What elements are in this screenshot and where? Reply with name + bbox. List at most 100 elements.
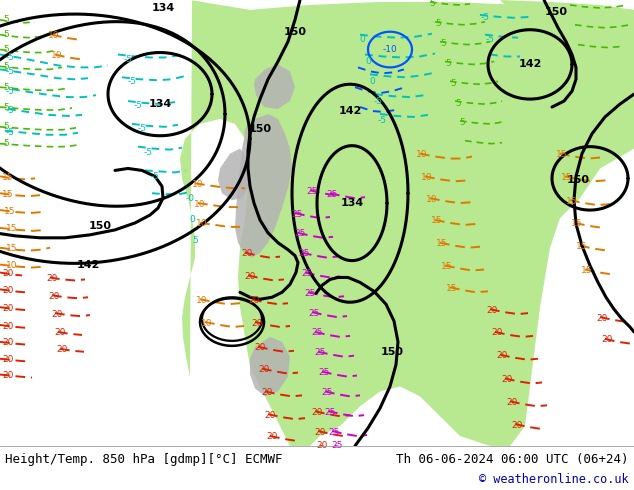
Polygon shape: [235, 114, 292, 258]
Text: 142: 142: [519, 59, 541, 70]
Text: 25: 25: [294, 229, 306, 238]
Polygon shape: [218, 148, 250, 200]
Text: 10: 10: [197, 296, 208, 305]
Text: 10: 10: [48, 31, 60, 40]
Text: 25: 25: [311, 328, 323, 338]
Text: 25: 25: [299, 249, 309, 258]
Text: 15: 15: [6, 224, 18, 233]
Text: 15: 15: [566, 196, 578, 206]
Text: 25: 25: [291, 210, 302, 219]
Text: 15: 15: [436, 239, 448, 248]
Text: 25: 25: [332, 441, 343, 450]
Text: Height/Temp. 850 hPa [gdmp][°C] ECMWF: Height/Temp. 850 hPa [gdmp][°C] ECMWF: [5, 453, 283, 466]
Text: 20: 20: [316, 441, 328, 450]
Text: 15: 15: [561, 173, 573, 182]
Text: 20: 20: [496, 351, 508, 360]
Text: 25: 25: [314, 348, 326, 357]
Text: 10: 10: [417, 150, 428, 159]
Text: 5: 5: [3, 102, 9, 112]
Text: 150: 150: [89, 221, 112, 231]
Text: 20: 20: [601, 335, 612, 344]
Text: 15: 15: [3, 173, 14, 182]
Text: 150: 150: [283, 27, 306, 37]
Text: 10: 10: [51, 51, 63, 60]
Text: 15: 15: [3, 190, 14, 199]
Text: 134: 134: [152, 3, 174, 13]
Text: -5: -5: [481, 13, 489, 23]
Text: -5: -5: [6, 53, 15, 62]
Text: 20: 20: [48, 292, 60, 301]
Text: 5: 5: [445, 59, 451, 68]
Text: 15: 15: [431, 217, 443, 225]
Text: 20: 20: [3, 321, 14, 330]
Text: 20: 20: [266, 433, 278, 441]
Text: 20: 20: [51, 310, 63, 318]
Text: 134: 134: [148, 99, 172, 109]
Text: 5: 5: [435, 19, 441, 28]
Text: 142: 142: [76, 260, 100, 270]
Text: 15: 15: [571, 220, 583, 228]
Text: -5: -5: [127, 77, 136, 86]
Text: -5: -5: [124, 55, 133, 64]
Text: 0: 0: [189, 216, 195, 224]
Text: -5: -5: [373, 97, 382, 105]
Text: 20: 20: [55, 328, 66, 338]
Text: 20: 20: [3, 355, 14, 364]
Text: 0: 0: [359, 35, 365, 44]
Text: 20: 20: [501, 375, 513, 384]
Text: 10: 10: [421, 173, 433, 182]
Text: 20: 20: [3, 339, 14, 347]
Text: 5: 5: [459, 119, 465, 127]
Text: 15: 15: [6, 244, 18, 253]
Text: 5: 5: [3, 122, 9, 131]
Text: 0: 0: [365, 57, 371, 66]
Text: 25: 25: [327, 190, 338, 199]
Text: 25: 25: [304, 289, 316, 298]
Text: 5: 5: [3, 30, 9, 39]
Text: 15: 15: [4, 207, 16, 216]
Text: 5: 5: [440, 39, 446, 48]
Text: 150: 150: [380, 347, 403, 357]
Text: 5: 5: [3, 139, 9, 148]
Text: -5: -5: [6, 106, 15, 116]
Text: 25: 25: [321, 388, 333, 397]
Text: -5: -5: [138, 124, 146, 133]
Text: 20: 20: [314, 428, 326, 437]
Text: Th 06-06-2024 06:00 UTC (06+24): Th 06-06-2024 06:00 UTC (06+24): [396, 453, 629, 466]
Text: 20: 20: [507, 398, 518, 407]
Text: 10: 10: [6, 261, 18, 270]
Text: -5: -5: [150, 172, 160, 181]
Text: 150: 150: [249, 124, 271, 134]
Text: 15: 15: [446, 284, 458, 293]
Text: 25: 25: [301, 269, 313, 278]
Text: -5: -5: [6, 67, 15, 76]
Text: 20: 20: [258, 365, 269, 374]
Text: 5: 5: [3, 83, 9, 92]
Polygon shape: [250, 337, 290, 396]
Text: 25: 25: [328, 428, 340, 437]
Polygon shape: [500, 0, 634, 59]
Polygon shape: [254, 64, 295, 109]
Text: 10: 10: [192, 180, 204, 189]
Text: 5: 5: [192, 236, 198, 245]
Text: 5: 5: [429, 0, 435, 8]
Text: 25: 25: [325, 408, 335, 416]
Text: 5: 5: [455, 98, 461, 107]
Text: -10: -10: [383, 45, 398, 54]
Text: 20: 20: [244, 272, 256, 281]
Text: 20: 20: [3, 304, 14, 313]
Text: 20: 20: [486, 306, 498, 315]
Text: 134: 134: [340, 198, 364, 208]
Text: 25: 25: [318, 368, 330, 377]
Text: -5: -5: [486, 35, 495, 44]
Text: 25: 25: [308, 309, 320, 318]
Text: 20: 20: [3, 371, 14, 380]
Text: -0: -0: [186, 194, 195, 203]
Text: 20: 20: [3, 286, 14, 295]
Text: 20: 20: [264, 411, 276, 419]
Text: 20: 20: [56, 345, 68, 354]
Text: -5: -5: [6, 87, 15, 96]
Text: 20: 20: [491, 328, 503, 338]
Text: 0: 0: [369, 77, 375, 86]
Text: -5: -5: [143, 148, 153, 157]
